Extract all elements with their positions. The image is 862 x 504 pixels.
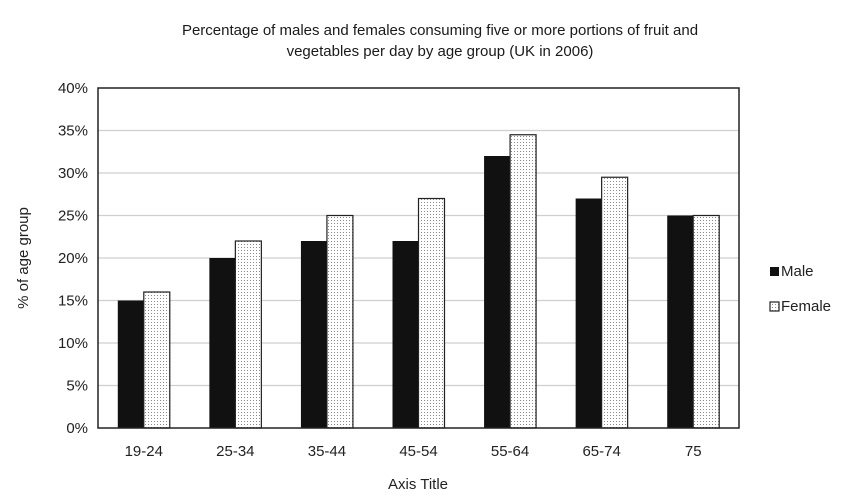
y-tick-label: 25% bbox=[58, 208, 88, 225]
y-tick-label: 40% bbox=[58, 80, 88, 97]
legend-swatch-female bbox=[769, 301, 780, 312]
bar-male-19-24 bbox=[117, 300, 144, 428]
x-tick-label: 75 bbox=[685, 443, 702, 460]
y-tick-label: 20% bbox=[58, 250, 88, 267]
chart-title-line-2: vegetables per day by age group (UK in 2… bbox=[286, 43, 594, 60]
bar-male-25-34 bbox=[209, 258, 236, 428]
y-tick-label: 0% bbox=[66, 420, 88, 437]
y-tick-label: 5% bbox=[66, 378, 88, 395]
legend-label-male: Male bbox=[781, 263, 814, 280]
legend: Male Female bbox=[769, 263, 831, 315]
bar-male-75 bbox=[667, 215, 694, 428]
x-tick-label: 25-34 bbox=[216, 443, 254, 460]
bar-female-35-44 bbox=[326, 214, 354, 429]
chart-title-line-1: Percentage of males and females consumin… bbox=[181, 22, 699, 39]
x-tick-label: 45-54 bbox=[399, 443, 437, 460]
x-axis-title: Axis Title bbox=[388, 476, 448, 493]
bar-male-55-64 bbox=[484, 156, 511, 428]
legend-swatch-male bbox=[770, 267, 779, 276]
bar-female-45-54 bbox=[417, 197, 446, 429]
y-axis-ticks: 0% 5% 10% 15% 20% 25% 30% 35% 40% bbox=[58, 80, 88, 437]
x-axis-ticks: 19-24 25-34 35-44 45-54 55-64 65-74 75 bbox=[125, 443, 702, 460]
y-axis-title: % of age group bbox=[15, 207, 32, 309]
bar-male-45-54 bbox=[392, 241, 419, 428]
y-tick-label: 35% bbox=[58, 123, 88, 140]
bar-female-75 bbox=[692, 214, 720, 429]
legend-label-female: Female bbox=[781, 298, 831, 315]
bar-female-19-24 bbox=[143, 291, 171, 429]
bar-male-35-44 bbox=[300, 241, 327, 428]
y-tick-label: 15% bbox=[58, 293, 88, 310]
x-tick-label: 35-44 bbox=[308, 443, 346, 460]
bar-female-25-34 bbox=[234, 240, 262, 429]
x-tick-label: 65-74 bbox=[582, 443, 620, 460]
bar-male-65-74 bbox=[575, 198, 602, 428]
bars bbox=[117, 134, 720, 429]
chart-title: Percentage of males and females consumin… bbox=[90, 20, 790, 62]
bar-female-55-64 bbox=[509, 134, 537, 429]
x-tick-label: 19-24 bbox=[125, 443, 163, 460]
plot-area-border bbox=[97, 87, 740, 429]
y-tick-label: 10% bbox=[58, 335, 88, 352]
y-tick-label: 30% bbox=[58, 165, 88, 182]
bar-female-65-74 bbox=[601, 176, 629, 429]
x-tick-label: 55-64 bbox=[491, 443, 529, 460]
gridlines bbox=[98, 129, 739, 387]
